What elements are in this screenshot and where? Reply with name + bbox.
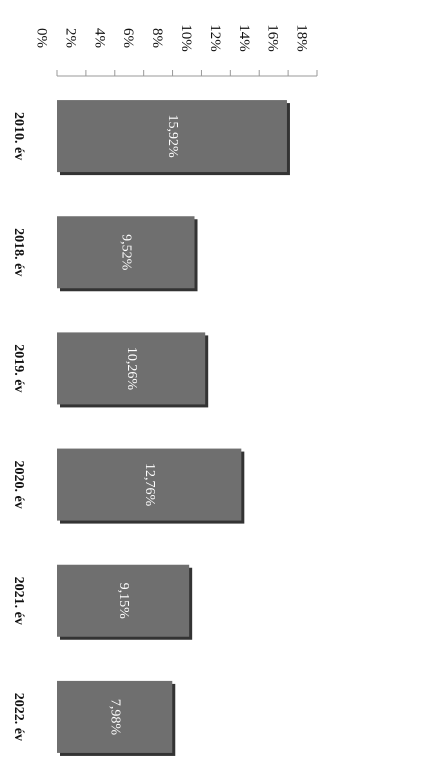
y-tick-label: 2020. év	[11, 460, 26, 508]
x-tick-label: 0%	[34, 28, 50, 48]
x-tick-label: 6%	[120, 28, 136, 48]
value-label: 15,92%	[165, 114, 180, 158]
bar	[57, 564, 190, 637]
y-tick-label: 2010. év	[11, 112, 26, 160]
y-tick-label: 2022. év	[11, 693, 26, 741]
bar	[57, 100, 287, 173]
bar	[57, 448, 242, 521]
bar	[57, 680, 173, 753]
y-tick-label: 2018. év	[11, 228, 26, 276]
x-tick-label: 12%	[207, 24, 223, 52]
x-tick-label: 10%	[178, 24, 194, 52]
x-tick-label: 18%	[294, 24, 310, 52]
x-tick-label: 4%	[91, 28, 107, 48]
bar	[57, 332, 206, 405]
x-tick-label: 8%	[149, 28, 165, 48]
value-label: 9,52%	[119, 234, 134, 271]
value-label: 7,98%	[107, 699, 122, 736]
value-label: 12,76%	[142, 463, 157, 507]
bar	[57, 216, 195, 289]
x-tick-label: 16%	[265, 24, 281, 52]
x-tick-label: 2%	[62, 28, 78, 48]
y-tick-label: 2021. év	[11, 577, 26, 625]
x-tick-label: 14%	[236, 24, 252, 52]
value-label: 9,15%	[116, 583, 131, 620]
y-tick-label: 2019. év	[11, 344, 26, 392]
value-label: 10,26%	[124, 347, 139, 391]
